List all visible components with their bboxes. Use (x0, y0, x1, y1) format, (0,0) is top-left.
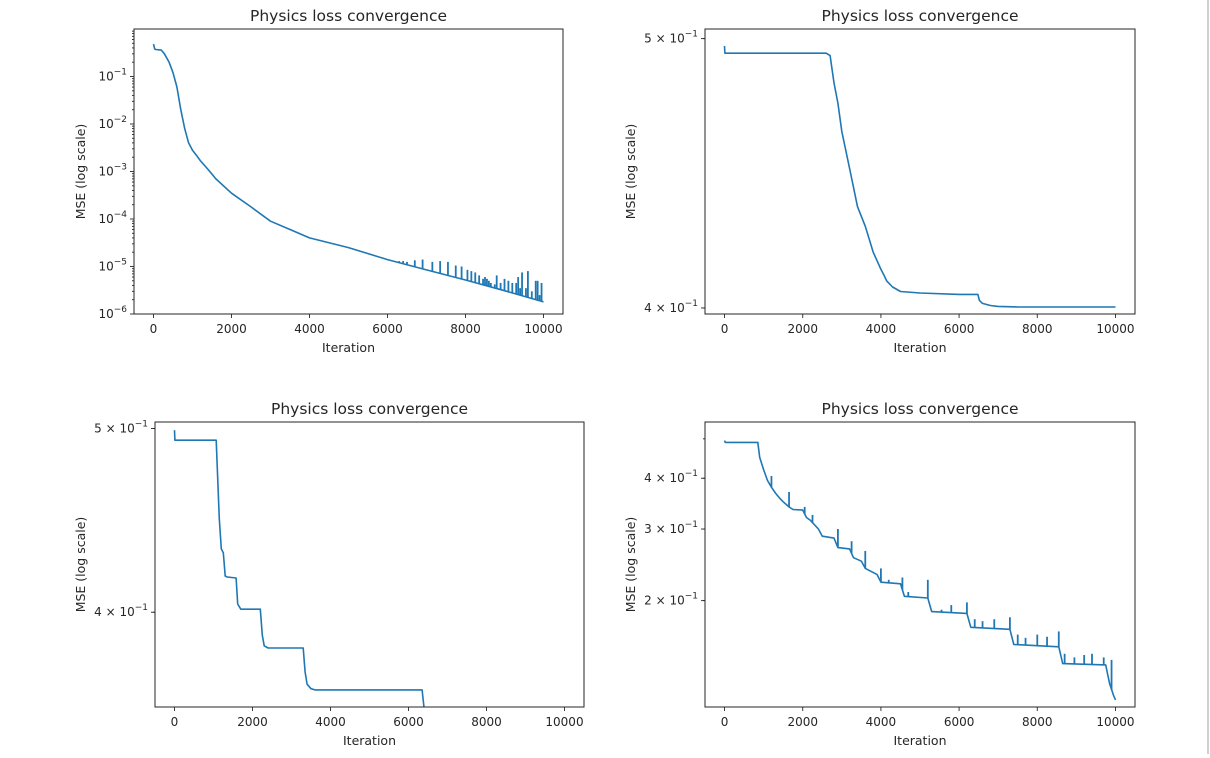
y-tick-label: 10−1 (98, 68, 127, 84)
window-edge (1207, 0, 1209, 754)
x-tick-label: 8000 (450, 322, 481, 336)
chart-panel-bottom-right: Physics loss convergence Iteration MSE (lo… (623, 400, 1136, 748)
chart-panel-bottom-left: Physics loss convergence Iteration MSE (lo… (73, 400, 585, 748)
series-line (173, 430, 425, 707)
x-axis-label: Iteration (893, 733, 946, 748)
x-tick-label: 6000 (944, 322, 975, 336)
x-tick-label: 10000 (1096, 322, 1134, 336)
chart-title: Physics loss convergence (271, 400, 468, 418)
chart-panel-top-right: Physics loss convergence Iteration MSE (lo… (623, 7, 1136, 355)
x-tick-label: 0 (721, 715, 729, 729)
y-tick-label: 10−4 (98, 210, 127, 226)
x-tick-label: 8000 (471, 715, 502, 729)
x-tick-label: 2000 (237, 715, 268, 729)
chart-title: Physics loss convergence (250, 7, 447, 25)
axes-frame (704, 28, 1136, 315)
x-tick-label: 0 (171, 715, 179, 729)
y-tick-label: 4 × 10−1 (94, 603, 148, 619)
x-tick-label: 4000 (866, 715, 897, 729)
x-axis-label: Iteration (893, 340, 946, 355)
chart-title: Physics loss convergence (821, 7, 1018, 25)
x-axis-label: Iteration (343, 733, 396, 748)
x-tick-label: 4000 (294, 322, 325, 336)
x-tick-label: 10000 (545, 715, 583, 729)
axes-frame (154, 421, 585, 708)
y-tick-label: 10−5 (98, 258, 127, 274)
x-tick-label: 2000 (787, 322, 818, 336)
x-tick-label: 8000 (1022, 715, 1053, 729)
x-tick-label: 4000 (866, 322, 897, 336)
y-tick-label: 10−2 (98, 115, 127, 131)
y-tick-label: 10−6 (98, 305, 127, 321)
x-tick-label: 6000 (944, 715, 975, 729)
x-tick-label: 0 (721, 322, 729, 336)
x-tick-label: 10000 (524, 322, 562, 336)
chart-title: Physics loss convergence (821, 400, 1018, 418)
x-tick-label: 6000 (393, 715, 424, 729)
y-tick-label: 3 × 10−1 (644, 520, 698, 536)
x-tick-label: 2000 (787, 715, 818, 729)
y-axis-label: MSE (log scale) (623, 124, 638, 220)
x-tick-label: 2000 (216, 322, 247, 336)
y-axis-label: MSE (log scale) (73, 517, 88, 613)
x-tick-label: 6000 (372, 322, 403, 336)
axes-frame (133, 28, 564, 315)
series-line (723, 440, 1117, 701)
series-line (152, 43, 544, 303)
x-tick-label: 10000 (1096, 715, 1134, 729)
y-tick-label: 4 × 10−1 (644, 299, 698, 315)
x-tick-label: 8000 (1022, 322, 1053, 336)
chart-panel-top-left: Physics loss convergence Iteration MSE (lo… (73, 7, 564, 355)
x-tick-label: 4000 (315, 715, 346, 729)
x-axis-label: Iteration (322, 340, 375, 355)
y-tick-label: 2 × 10−1 (644, 592, 698, 608)
x-tick-label: 0 (150, 322, 158, 336)
y-tick-label: 10−3 (98, 163, 127, 179)
y-axis-label: MSE (log scale) (73, 124, 88, 220)
y-tick-label: 4 × 10−1 (644, 469, 698, 485)
y-axis-label: MSE (log scale) (623, 517, 638, 613)
y-tick-label: 5 × 10−1 (644, 30, 698, 46)
y-tick-label: 5 × 10−1 (94, 420, 148, 436)
axes-frame (704, 421, 1136, 708)
series-line (723, 45, 1116, 308)
